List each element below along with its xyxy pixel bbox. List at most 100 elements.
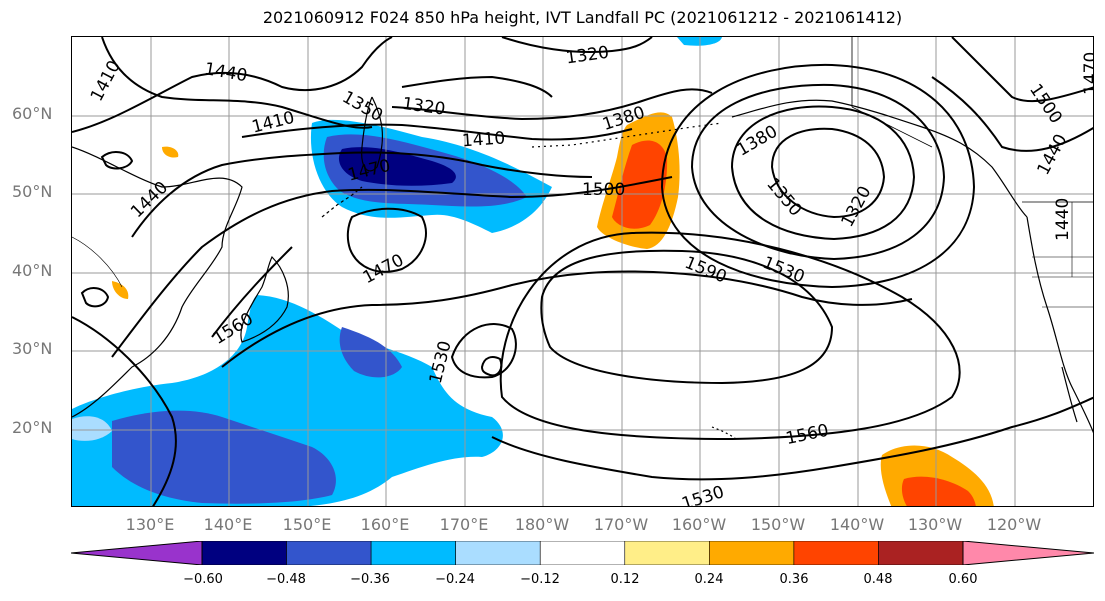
contour-1410 xyxy=(241,123,633,141)
colorbar-extend-right xyxy=(962,541,1094,565)
colorbar-extend-left xyxy=(71,541,203,565)
colorbar-cell xyxy=(624,541,710,565)
map-panel: 1410 1440 1320 1380 1350 1320 1410 1410 … xyxy=(71,36,1094,507)
cyclone-1410 xyxy=(660,63,976,289)
colorbar-tick: −0.36 xyxy=(350,572,390,587)
colorbar-cell xyxy=(793,541,879,565)
positive-ivt-region xyxy=(162,146,179,158)
contour-label: 1590 xyxy=(682,253,730,288)
contour-1560-west xyxy=(211,246,293,338)
contour-label: 1410 xyxy=(87,57,125,105)
lat-label: 60°N xyxy=(12,104,53,123)
map-title: 2021060912 F024 850 hPa height, IVT Land… xyxy=(262,8,903,27)
lon-label: 160°E xyxy=(360,515,410,534)
contour-1560-sw xyxy=(72,316,177,506)
contour-label: 1440 xyxy=(127,178,172,222)
colorbar-tick: 0.36 xyxy=(779,572,809,587)
contour-1410 xyxy=(101,37,373,129)
contour-label: 1530 xyxy=(426,339,456,386)
lon-label: 130°W xyxy=(907,515,963,534)
contour-1500 xyxy=(111,176,673,358)
lat-label: 40°N xyxy=(12,261,53,280)
ivt-shading xyxy=(72,37,994,506)
contour-label: 1350 xyxy=(762,174,805,220)
contour-1530 xyxy=(221,270,913,368)
positive-ivt-region xyxy=(112,281,129,299)
colorbar-tick: −0.60 xyxy=(183,572,223,587)
colorbar-tick: −0.12 xyxy=(520,572,560,587)
contour-1320 xyxy=(501,37,653,54)
baja-coastline xyxy=(1061,366,1078,423)
contour-1470 xyxy=(346,207,427,273)
height-contours xyxy=(72,37,1093,506)
lon-label: 170°W xyxy=(593,515,649,534)
alaska-coastline xyxy=(731,99,1028,218)
contour-1440-east xyxy=(931,76,1093,152)
contour-label: 1350 xyxy=(339,87,386,126)
kuril-islands xyxy=(321,186,363,218)
colorbar-tick: −0.24 xyxy=(435,572,475,587)
negative-ivt-region xyxy=(338,147,456,186)
hawaii-islands xyxy=(711,426,737,440)
contour-1350 xyxy=(401,75,553,98)
coastlines xyxy=(72,37,1093,440)
contour-1530-south xyxy=(491,396,1093,481)
contour-label: 1470 xyxy=(360,250,408,288)
colorbar-tick: −0.48 xyxy=(266,572,306,587)
colorbar-cell xyxy=(878,541,964,565)
positive-ivt-region xyxy=(901,476,976,506)
contour-label: 1440 xyxy=(1053,198,1073,241)
lon-label: 170°E xyxy=(439,515,489,534)
contour-label: 1500 xyxy=(582,180,625,200)
high-1530-center xyxy=(450,323,517,379)
cyclone-1380 xyxy=(690,83,946,261)
lon-label: 130°E xyxy=(125,515,175,534)
map-svg: 1410 1440 1320 1380 1350 1320 1410 1410 … xyxy=(72,37,1094,507)
high-1590 xyxy=(540,249,834,385)
colorbar-cell xyxy=(539,541,626,565)
contour-label: 1320 xyxy=(565,43,611,69)
lon-label: 150°W xyxy=(750,515,806,534)
contour-1380 xyxy=(391,88,713,121)
low-west xyxy=(80,287,110,308)
colorbar-tick: 0.60 xyxy=(948,572,978,587)
colorbar-tick: 0.48 xyxy=(863,572,893,587)
cyclone-1320 xyxy=(770,127,886,219)
contour-1440 xyxy=(131,151,593,238)
contour-label: 1410 xyxy=(461,128,506,151)
colorbar-cell xyxy=(370,541,456,565)
colorbar-tick: 0.12 xyxy=(610,572,640,587)
lon-label: 150°E xyxy=(282,515,332,534)
contour-label: 1440 xyxy=(203,59,249,86)
high-1560 xyxy=(499,231,961,441)
lat-label: 20°N xyxy=(12,418,53,437)
contour-1470-east xyxy=(951,37,1093,103)
lon-label: 120°W xyxy=(986,515,1042,534)
lon-label: 140°W xyxy=(829,515,885,534)
cyclone-1350 xyxy=(730,105,916,241)
contour-label: 1530 xyxy=(679,482,726,507)
negative-ivt-region xyxy=(72,416,112,441)
lon-label: 140°E xyxy=(203,515,253,534)
colorbar-cell xyxy=(709,541,795,565)
positive-ivt-region xyxy=(612,140,668,229)
north-america-coastline xyxy=(1026,216,1093,434)
china-boundary xyxy=(72,236,123,288)
lon-label: 160°W xyxy=(671,515,727,534)
colorbar-tick: 0.24 xyxy=(694,572,724,587)
colorbar-cell xyxy=(455,541,541,565)
colorbar-cell xyxy=(286,541,372,565)
low-1470-small xyxy=(100,151,134,170)
us-states xyxy=(1032,202,1093,308)
kamchatka-coastline xyxy=(361,96,383,172)
contour-label: 1560 xyxy=(784,421,830,450)
lon-label: 180°W xyxy=(514,515,570,534)
asia-coastline xyxy=(72,146,243,418)
low-small xyxy=(480,356,503,377)
contour-label: 1500 xyxy=(1025,80,1066,127)
contour-label: 1470 xyxy=(1081,52,1094,95)
contour-label: 1440 xyxy=(1033,131,1071,179)
lat-label: 50°N xyxy=(12,182,53,201)
contour-1440 xyxy=(72,37,393,133)
lat-label: 30°N xyxy=(12,339,53,358)
